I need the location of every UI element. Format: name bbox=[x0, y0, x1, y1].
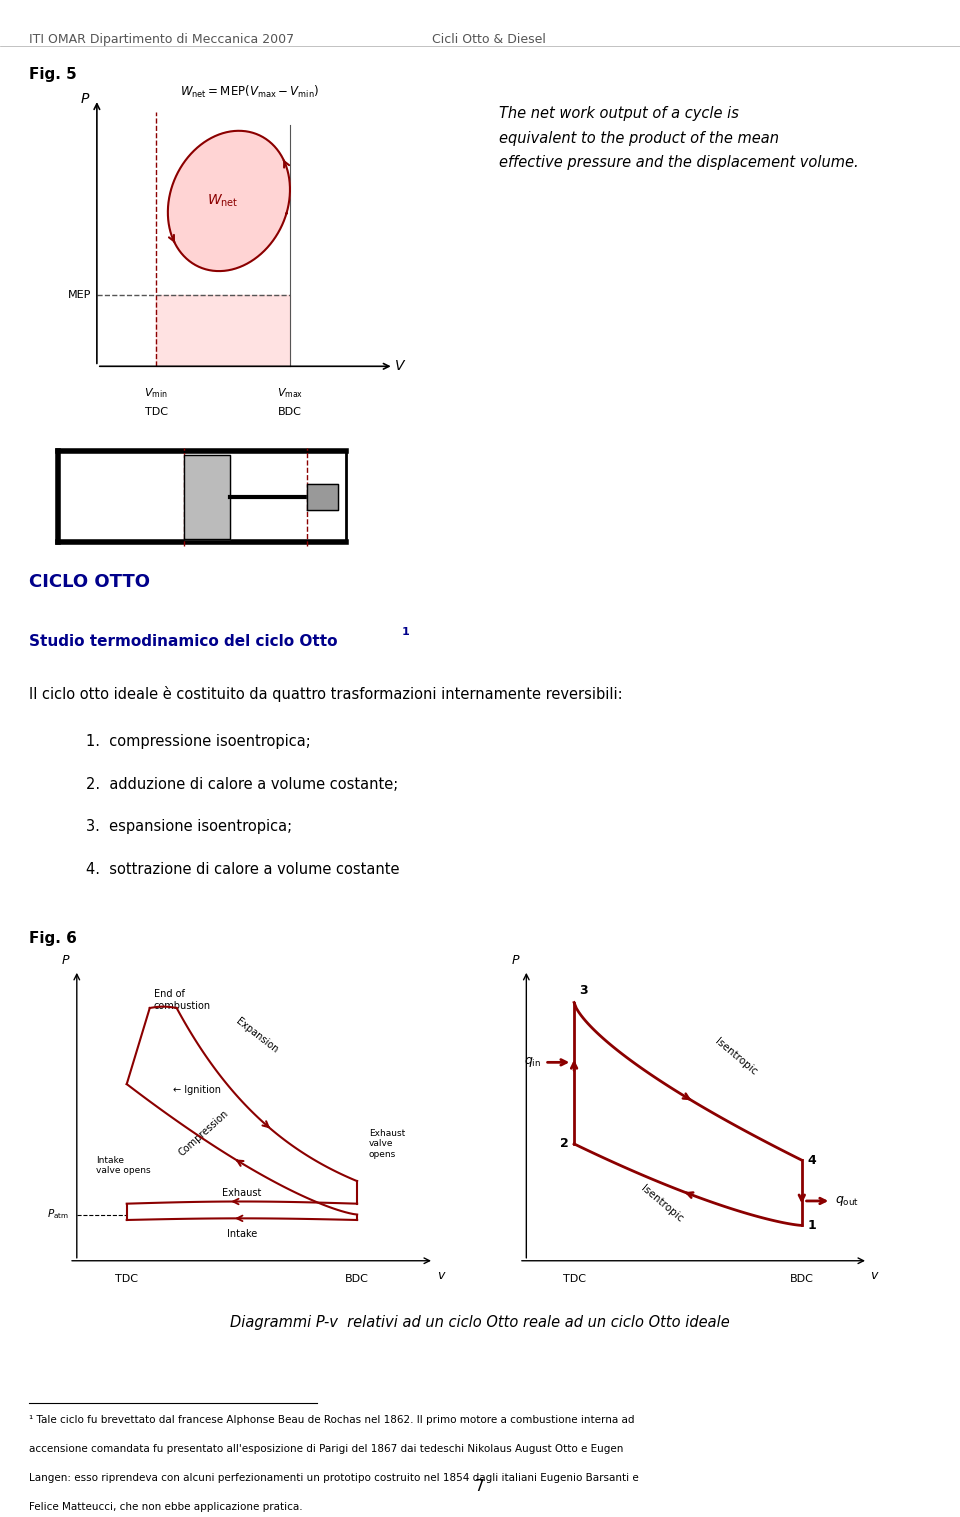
Text: Expansion: Expansion bbox=[234, 1016, 280, 1054]
Text: 1: 1 bbox=[807, 1220, 816, 1232]
Text: Studio termodinamico del ciclo Otto: Studio termodinamico del ciclo Otto bbox=[29, 634, 337, 649]
Text: ITI OMAR Dipartimento di Meccanica 2007: ITI OMAR Dipartimento di Meccanica 2007 bbox=[29, 33, 294, 47]
Polygon shape bbox=[184, 455, 230, 539]
Text: TDC: TDC bbox=[563, 1274, 586, 1285]
Text: End of
combustion: End of combustion bbox=[154, 989, 211, 1010]
Text: 3: 3 bbox=[580, 985, 588, 997]
Text: Fig. 5: Fig. 5 bbox=[29, 67, 77, 82]
Text: 1.  compressione isoentropica;: 1. compressione isoentropica; bbox=[86, 734, 311, 749]
Polygon shape bbox=[307, 484, 338, 510]
Text: Diagrammi P-v  relativi ad un ciclo Otto reale ad un ciclo Otto ideale: Diagrammi P-v relativi ad un ciclo Otto … bbox=[230, 1315, 730, 1330]
Text: 3.  espansione isoentropica;: 3. espansione isoentropica; bbox=[86, 819, 293, 834]
Text: Fig. 6: Fig. 6 bbox=[29, 931, 77, 947]
Text: 2.  adduzione di calore a volume costante;: 2. adduzione di calore a volume costante… bbox=[86, 777, 398, 792]
Text: Il ciclo otto ideale è costituito da quattro trasformazioni internamente reversi: Il ciclo otto ideale è costituito da qua… bbox=[29, 686, 622, 702]
Polygon shape bbox=[168, 130, 290, 272]
Text: Exhaust: Exhaust bbox=[222, 1188, 262, 1198]
Text: V: V bbox=[395, 360, 404, 373]
Text: $V_{\rm max}$: $V_{\rm max}$ bbox=[276, 387, 303, 400]
Text: 2: 2 bbox=[560, 1138, 568, 1150]
Text: $V_{\rm min}$: $V_{\rm min}$ bbox=[144, 387, 168, 400]
Text: 4: 4 bbox=[807, 1154, 816, 1167]
Text: 7: 7 bbox=[475, 1479, 485, 1494]
Text: P: P bbox=[61, 954, 69, 968]
Text: MEP: MEP bbox=[67, 290, 91, 300]
Text: Isentropic: Isentropic bbox=[639, 1183, 685, 1224]
Text: $v$: $v$ bbox=[437, 1268, 446, 1282]
Text: $P_{\rm atm}$: $P_{\rm atm}$ bbox=[47, 1208, 69, 1221]
Text: 1: 1 bbox=[401, 627, 409, 637]
Text: P: P bbox=[512, 954, 519, 968]
Text: Compression: Compression bbox=[177, 1107, 230, 1157]
Text: 4.  sottrazione di calore a volume costante: 4. sottrazione di calore a volume costan… bbox=[86, 862, 400, 877]
Polygon shape bbox=[156, 296, 290, 366]
Text: CICLO OTTO: CICLO OTTO bbox=[29, 573, 150, 592]
Text: ¹ Tale ciclo fu brevettato dal francese Alphonse Beau de Rochas nel 1862. Il pri: ¹ Tale ciclo fu brevettato dal francese … bbox=[29, 1415, 635, 1426]
Text: Langen: esso riprendeva con alcuni perfezionamenti un prototipo costruito nel 18: Langen: esso riprendeva con alcuni perfe… bbox=[29, 1473, 638, 1484]
Text: P: P bbox=[81, 93, 89, 106]
Text: BDC: BDC bbox=[790, 1274, 814, 1285]
Text: Intake: Intake bbox=[227, 1229, 257, 1238]
Text: The net work output of a cycle is
equivalent to the product of the mean
effectiv: The net work output of a cycle is equiva… bbox=[499, 106, 859, 170]
Text: ← Ignition: ← Ignition bbox=[173, 1085, 221, 1095]
Text: $W_{\rm net} = {\rm MEP}(V_{\rm max} - V_{\rm min})$: $W_{\rm net} = {\rm MEP}(V_{\rm max} - V… bbox=[180, 83, 320, 100]
Text: Cicli Otto & Diesel: Cicli Otto & Diesel bbox=[432, 33, 546, 47]
Text: $W_{\rm net}$: $W_{\rm net}$ bbox=[207, 193, 239, 209]
Text: $v$: $v$ bbox=[871, 1268, 880, 1282]
Text: Isentropic: Isentropic bbox=[712, 1036, 758, 1077]
Text: TDC: TDC bbox=[115, 1274, 138, 1285]
Text: BDC: BDC bbox=[277, 407, 301, 417]
Text: Intake
valve opens: Intake valve opens bbox=[96, 1156, 151, 1176]
Text: TDC: TDC bbox=[145, 407, 168, 417]
Text: Felice Matteucci, che non ebbe applicazione pratica.: Felice Matteucci, che non ebbe applicazi… bbox=[29, 1502, 302, 1512]
Text: BDC: BDC bbox=[346, 1274, 369, 1285]
Text: $q_{\rm out}$: $q_{\rm out}$ bbox=[835, 1194, 859, 1208]
Text: accensione comandata fu presentato all'esposizione di Parigi del 1867 dai tedesc: accensione comandata fu presentato all'e… bbox=[29, 1444, 623, 1455]
Text: $q_{\rm in}$: $q_{\rm in}$ bbox=[524, 1056, 541, 1069]
Text: Exhaust
valve
opens: Exhaust valve opens bbox=[369, 1129, 405, 1159]
